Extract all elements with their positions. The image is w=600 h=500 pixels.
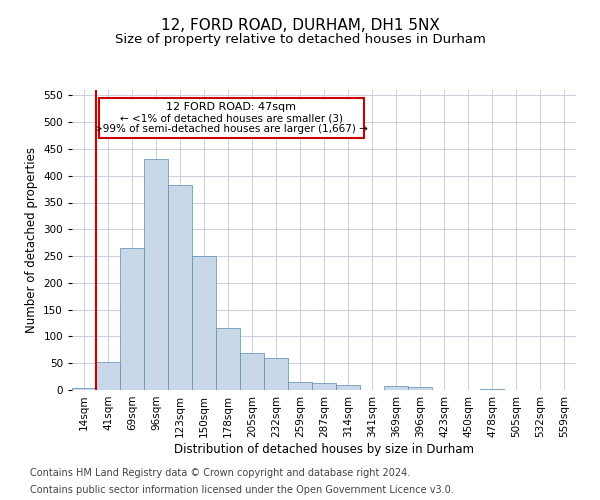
Bar <box>120 248 144 390</box>
Bar <box>384 386 408 390</box>
Bar <box>480 389 504 390</box>
Text: ← <1% of detached houses are smaller (3): ← <1% of detached houses are smaller (3) <box>120 113 343 123</box>
Y-axis label: Number of detached properties: Number of detached properties <box>25 147 38 333</box>
Bar <box>144 158 168 390</box>
Text: >99% of semi-detached houses are larger (1,667) →: >99% of semi-detached houses are larger … <box>94 124 368 134</box>
FancyBboxPatch shape <box>98 98 364 138</box>
Bar <box>96 362 120 390</box>
Bar <box>336 385 360 390</box>
Bar <box>312 383 336 390</box>
Bar <box>408 388 432 390</box>
Bar <box>264 358 288 390</box>
Text: 12 FORD ROAD: 47sqm: 12 FORD ROAD: 47sqm <box>166 102 296 112</box>
Text: Contains HM Land Registry data © Crown copyright and database right 2024.: Contains HM Land Registry data © Crown c… <box>30 468 410 477</box>
Bar <box>192 256 216 390</box>
Bar <box>288 382 312 390</box>
Bar <box>216 328 240 390</box>
Text: 12, FORD ROAD, DURHAM, DH1 5NX: 12, FORD ROAD, DURHAM, DH1 5NX <box>161 18 439 32</box>
Text: Size of property relative to detached houses in Durham: Size of property relative to detached ho… <box>115 32 485 46</box>
Bar <box>72 388 96 390</box>
Bar <box>168 186 192 390</box>
X-axis label: Distribution of detached houses by size in Durham: Distribution of detached houses by size … <box>174 442 474 456</box>
Bar <box>240 352 264 390</box>
Text: Contains public sector information licensed under the Open Government Licence v3: Contains public sector information licen… <box>30 485 454 495</box>
